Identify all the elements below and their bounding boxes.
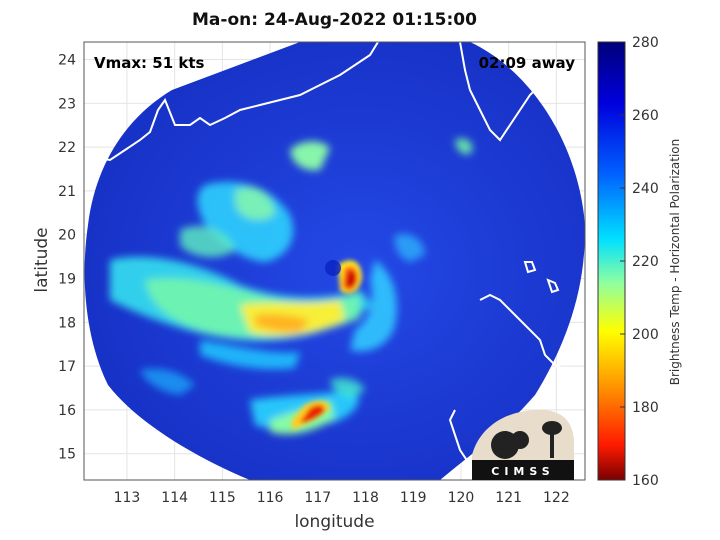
x-tick-label: 120 (448, 490, 475, 506)
colorbar-tick-label: 160 (632, 473, 659, 489)
y-tick-label: 18 (58, 315, 76, 331)
y-tick-label: 24 (58, 53, 76, 69)
x-tick-label: 116 (257, 490, 284, 506)
colorbar-tick-label: 280 (632, 35, 659, 51)
time-away-label: 02:09 away (479, 54, 576, 72)
x-tick-label: 114 (161, 490, 188, 506)
chart-title: Ma-on: 24-Aug-2022 01:15:00 (192, 10, 477, 30)
y-tick-labels: 15 16 17 18 19 20 21 22 23 24 (58, 53, 76, 463)
colorbar-label: Brightness Temp - Horizontal Polarizatio… (668, 138, 682, 386)
x-tick-label: 121 (495, 490, 522, 506)
y-tick-label: 19 (58, 272, 76, 288)
colorbar-tick-labels: 280 260 240 220 200 180 160 (620, 35, 659, 489)
x-axis-label: longitude (294, 512, 375, 532)
x-tick-labels: 113 114 115 116 117 118 119 120 121 122 (114, 490, 570, 506)
x-tick-label: 122 (543, 490, 570, 506)
y-tick-label: 22 (58, 140, 76, 156)
y-tick-label: 16 (58, 403, 76, 419)
logo-water-tower (542, 421, 562, 435)
colorbar-tick-label: 220 (632, 254, 659, 270)
colorbar-tick-label: 260 (632, 108, 659, 124)
satellite-swath (84, 42, 585, 480)
y-tick-label: 20 (58, 228, 76, 244)
storm-eye (325, 260, 341, 276)
y-tick-label: 23 (58, 96, 76, 112)
cloud-bands (110, 138, 473, 435)
y-axis-label: latitude (32, 227, 52, 293)
x-tick-label: 117 (304, 490, 331, 506)
x-tick-label: 119 (400, 490, 427, 506)
x-tick-label: 118 (352, 490, 379, 506)
y-tick-label: 17 (58, 359, 76, 375)
colorbar-tick-label: 240 (632, 181, 659, 197)
y-tick-label: 21 (58, 184, 76, 200)
y-tick-label: 15 (58, 447, 76, 463)
cimss-logo: CIMSS (472, 409, 574, 480)
eyewall (292, 260, 362, 430)
x-tick-label: 115 (209, 490, 236, 506)
plot-border (83, 41, 586, 481)
logo-text: CIMSS (491, 465, 554, 478)
colorbar-tick-label: 200 (632, 327, 659, 343)
vmax-label: Vmax: 51 kts (94, 54, 204, 72)
x-tick-label: 113 (114, 490, 141, 506)
coastline (84, 42, 585, 480)
colorbar-tick-label: 180 (632, 400, 659, 416)
